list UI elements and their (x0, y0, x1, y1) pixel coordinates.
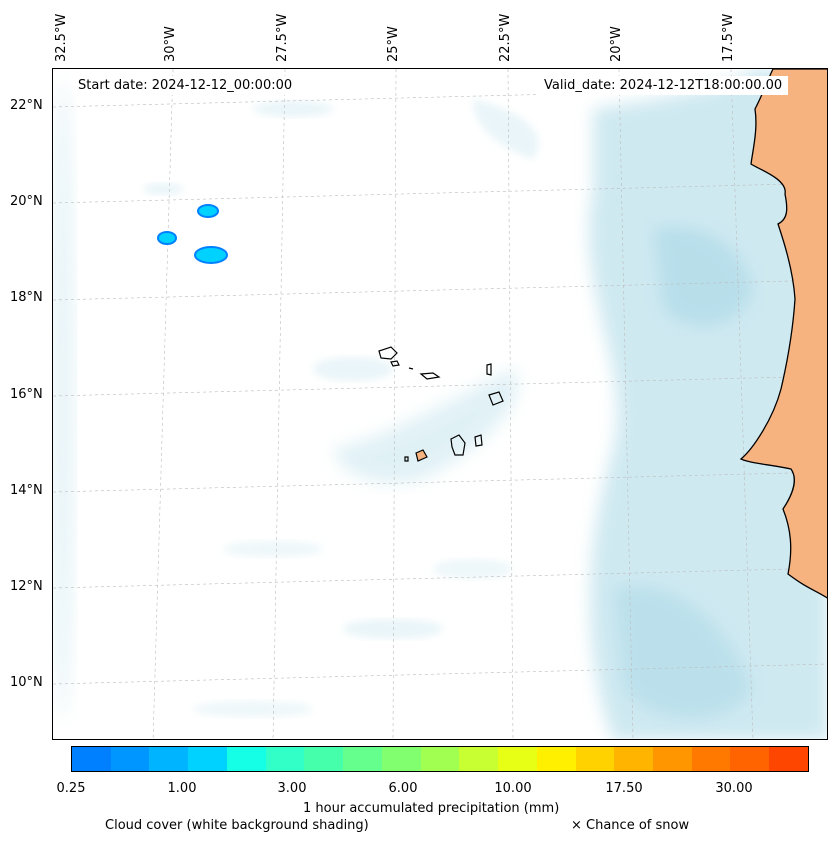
colorbar-tick: 0.25 (56, 781, 86, 796)
precipitation-cells (157, 204, 228, 264)
colorbar-segment (72, 747, 111, 771)
colorbar-segment (188, 747, 227, 771)
colorbar-tick: 10.00 (494, 781, 532, 796)
start-date-label: Start date: 2024-12-12_00:00:00 (72, 76, 299, 95)
lat-label-10n: 10°N (10, 675, 43, 690)
colorbar-segment (265, 747, 305, 771)
colorbar-segment (304, 747, 344, 771)
colorbar-segment (575, 747, 615, 771)
map-canvas (53, 69, 827, 739)
lat-label-20n: 20°N (10, 194, 43, 209)
colorbar-segment (536, 747, 576, 771)
graticule (53, 69, 827, 739)
lon-label-22-5w: 22.5°W (498, 13, 513, 62)
lat-label-22n: 22°N (10, 98, 43, 113)
precipitation-colorbar (71, 746, 809, 772)
colorbar-tick: 30.00 (715, 781, 753, 796)
colorbar-segment (149, 747, 189, 771)
colorbar-segment (343, 747, 382, 771)
colorbar-segment (110, 747, 150, 771)
colorbar-segment (769, 747, 808, 771)
africa-coast-land (739, 69, 827, 599)
lon-label-32-5w: 32.5°W (54, 13, 69, 62)
lon-label-30w: 30°W (163, 26, 178, 62)
lon-label-25w: 25°W (386, 26, 401, 62)
lat-label-16n: 16°N (10, 387, 43, 402)
valid-date-label: Valid_date: 2024-12-12T18:00:00.00 (538, 76, 789, 95)
colorbar-segment (498, 747, 537, 771)
lat-label-18n: 18°N (10, 290, 43, 305)
colorbar-segment (730, 747, 770, 771)
colorbar-segment (614, 747, 654, 771)
snow-legend: × Chance of snow (571, 818, 690, 833)
colorbar-label: 1 hour accumulated precipitation (mm) (303, 801, 560, 816)
colorbar-tick: 17.50 (605, 781, 643, 796)
cape-verde-islands (378, 346, 504, 462)
lon-label-20w: 20°W (609, 26, 624, 62)
cloud-cover-legend: Cloud cover (white background shading) (105, 818, 369, 833)
lon-label-27-5w: 27.5°W (275, 13, 290, 62)
lat-label-14n: 14°N (10, 483, 43, 498)
lon-label-17-5w: 17.5°W (721, 13, 736, 62)
cloud-cover-shading (53, 69, 827, 739)
colorbar-segment (459, 747, 499, 771)
colorbar-segment (420, 747, 460, 771)
colorbar-segment (691, 747, 731, 771)
lat-label-12n: 12°N (10, 579, 43, 594)
colorbar-segment (226, 747, 266, 771)
colorbar-segment (381, 747, 421, 771)
map-panel[interactable] (52, 68, 828, 740)
colorbar-tick: 1.00 (167, 781, 197, 796)
colorbar-segment (653, 747, 692, 771)
colorbar-tick: 3.00 (277, 781, 307, 796)
colorbar-tick: 6.00 (388, 781, 418, 796)
